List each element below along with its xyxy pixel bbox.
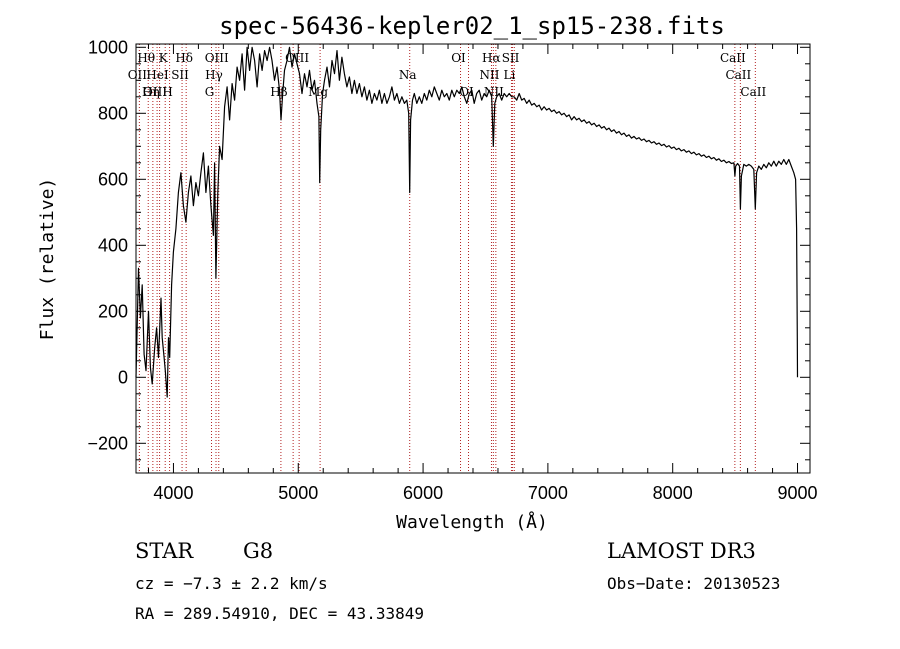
line-label: Mg	[308, 85, 328, 99]
line-label: SII	[502, 51, 520, 65]
plot-frame	[135, 43, 811, 474]
x-axis-label: Wavelength (Å)	[396, 511, 548, 533]
y-tick-label: 0	[118, 367, 128, 387]
line-label: CaII	[725, 68, 751, 82]
line-labels: Hθ OII OIII HeI Hη K H SII Hδ OIII Hγ G OIII Hβ Mg Na OI…	[128, 51, 767, 99]
y-tick-label: 800	[98, 103, 128, 123]
x-tick-label: 9000	[777, 483, 817, 503]
coordinates-text: RA = 289.54910, DEC = 43.33849	[135, 604, 424, 623]
line-label: HeI	[146, 68, 169, 82]
line-label: OIII	[143, 85, 167, 99]
flux-series	[135, 46, 799, 398]
line-label: Hβ	[270, 85, 287, 99]
line-label: NII	[479, 68, 499, 82]
line-label: Hη	[142, 85, 160, 99]
line-label: CaII	[740, 85, 766, 99]
line-label: Hθ	[137, 51, 155, 65]
line-label: OI	[459, 85, 474, 99]
object-subclass: G8	[243, 539, 274, 563]
observation-date: Obs−Date: 20130523	[607, 574, 781, 593]
line-label: NII	[484, 85, 504, 99]
line-label: Na	[399, 68, 417, 82]
line-label: OI	[451, 51, 466, 65]
redshift-text: cz = −7.3 ± 2.2 km/s	[135, 574, 328, 593]
line-label: Hα	[482, 51, 501, 65]
y-axis-label: Flux (relative)	[37, 178, 58, 341]
x-axis-ticks: 4000 5000 6000 7000 8000 9000	[147, 44, 818, 503]
line-label: Li	[504, 68, 516, 82]
flux-series-group	[135, 46, 799, 398]
line-label: OIII	[205, 51, 229, 65]
object-class: STAR	[135, 539, 194, 563]
line-label: OIII	[285, 51, 309, 65]
y-tick-label: 1000	[88, 37, 128, 57]
line-label: H	[162, 85, 172, 99]
survey-name: LAMOST DR3	[607, 539, 756, 563]
y-tick-label: −200	[87, 433, 128, 453]
x-tick-label: 8000	[653, 483, 693, 503]
x-tick-label: 4000	[153, 483, 193, 503]
line-label: OII	[128, 68, 148, 82]
line-label: Hγ	[205, 68, 223, 82]
x-tick-label: 6000	[403, 483, 443, 503]
line-label: SII	[171, 68, 189, 82]
y-tick-label: 200	[98, 301, 128, 321]
chart-title: spec-56436-kepler02_1_sp15-238.fits	[219, 12, 725, 40]
x-tick-label: 7000	[528, 483, 568, 503]
line-label: CaII	[720, 51, 746, 65]
line-label: K	[159, 51, 169, 65]
y-axis-ticks: −200 0 200 400 600 800 1000	[87, 37, 810, 461]
emission-line-markers	[138, 44, 756, 473]
x-tick-label: 5000	[278, 483, 318, 503]
line-label: G	[205, 85, 215, 99]
y-tick-label: 400	[98, 235, 128, 255]
y-tick-label: 600	[98, 169, 128, 189]
line-label: Hδ	[175, 51, 193, 65]
